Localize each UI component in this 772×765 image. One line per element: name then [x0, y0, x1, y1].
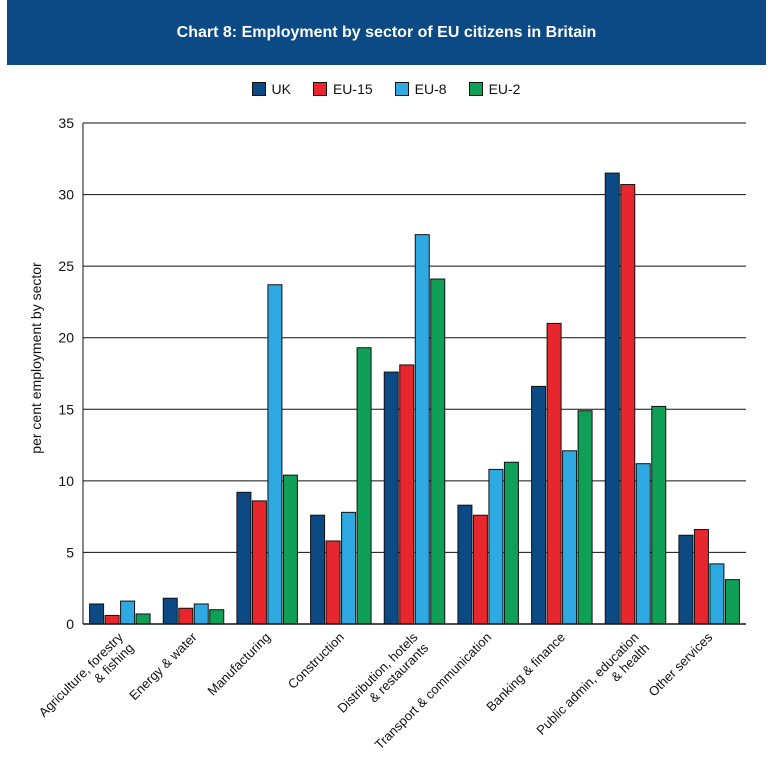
x-tick-label: Construction [285, 630, 347, 692]
x-tick-label-line: Construction [285, 630, 347, 692]
x-tick-label-line: Manufacturing [204, 630, 273, 699]
x-tick-label-line: Energy & water [126, 629, 200, 703]
legend-item-uk: UK [251, 81, 291, 97]
y-tick-label: 10 [58, 473, 74, 489]
legend-label-eu2: EU-2 [488, 81, 521, 97]
legend-label-uk: UK [271, 81, 291, 97]
legend-swatch-eu2 [468, 82, 483, 96]
y-tick-label: 30 [58, 187, 74, 203]
bar-eu2 [651, 405, 667, 625]
bar-uk [531, 385, 547, 625]
bar-eu8 [562, 450, 578, 625]
bar-uk [678, 534, 694, 625]
bar-eu15 [251, 500, 267, 625]
grid-layer [83, 122, 746, 553]
y-tick-label: 20 [58, 330, 74, 346]
bar-eu2 [430, 278, 446, 625]
legend-item-eu15: EU-15 [312, 81, 373, 97]
x-tick-label: Energy & water [126, 629, 200, 703]
x-tick-label: Manufacturing [204, 630, 273, 699]
bar-eu15 [178, 607, 194, 625]
y-tick-label: 15 [58, 401, 74, 417]
y-tick-label: 0 [66, 616, 74, 632]
bar-eu2 [282, 474, 298, 625]
bar-eu15 [693, 529, 709, 625]
chart-legend: UK EU-15 EU-8 EU-2 [0, 81, 772, 97]
bar-uk [310, 514, 326, 625]
bar-eu2 [577, 410, 593, 625]
chart-title: Chart 8: Employment by sector of EU citi… [176, 23, 597, 41]
bar-eu15 [325, 540, 341, 625]
bar-uk [89, 603, 105, 625]
bars-layer [89, 172, 740, 625]
bar-uk [162, 597, 178, 625]
bar-eu8 [488, 468, 504, 625]
bar-eu8 [120, 600, 136, 625]
bar-uk [236, 491, 252, 625]
bar-eu8 [193, 603, 209, 625]
legend-label-eu15: EU-15 [332, 81, 373, 97]
bar-uk [457, 504, 473, 625]
legend-item-eu2: EU-2 [468, 81, 521, 97]
bar-eu2 [135, 613, 151, 625]
chart-title-banner: Chart 8: Employment by sector of EU citi… [7, 0, 766, 65]
y-axis-label: per cent employment by sector [28, 262, 44, 454]
bar-eu8 [267, 284, 283, 625]
bar-eu8 [341, 511, 357, 625]
x-tick-label-line: Other services [645, 629, 715, 699]
bar-eu15 [472, 514, 488, 625]
bar-uk [604, 172, 620, 625]
bar-eu15 [399, 364, 415, 625]
legend-label-eu8: EU-8 [414, 81, 447, 97]
x-tick-label-line: Banking & finance [483, 630, 568, 715]
y-tick-label: 35 [58, 115, 74, 131]
bar-eu2 [356, 347, 372, 625]
bar-eu2 [209, 609, 225, 625]
x-tick-label: Other services [645, 629, 715, 699]
legend-swatch-eu15 [312, 82, 327, 96]
legend-swatch-uk [251, 82, 266, 96]
legend-swatch-eu8 [394, 82, 409, 96]
bar-eu8 [709, 563, 725, 625]
x-tick-label: Agriculture, forestry& fishing [36, 629, 137, 730]
bar-eu15 [104, 614, 120, 625]
bar-eu2 [503, 461, 519, 625]
bar-eu15 [546, 322, 562, 625]
bar-eu8 [635, 463, 651, 625]
bar-eu15 [620, 184, 636, 625]
legend-item-eu8: EU-8 [394, 81, 447, 97]
y-tick-label: 25 [58, 258, 74, 274]
bar-uk [383, 371, 399, 625]
bar-eu2 [724, 579, 740, 625]
x-tick-label: Banking & finance [483, 630, 568, 715]
bar-eu8 [414, 234, 430, 625]
y-tick-label: 5 [66, 544, 74, 560]
